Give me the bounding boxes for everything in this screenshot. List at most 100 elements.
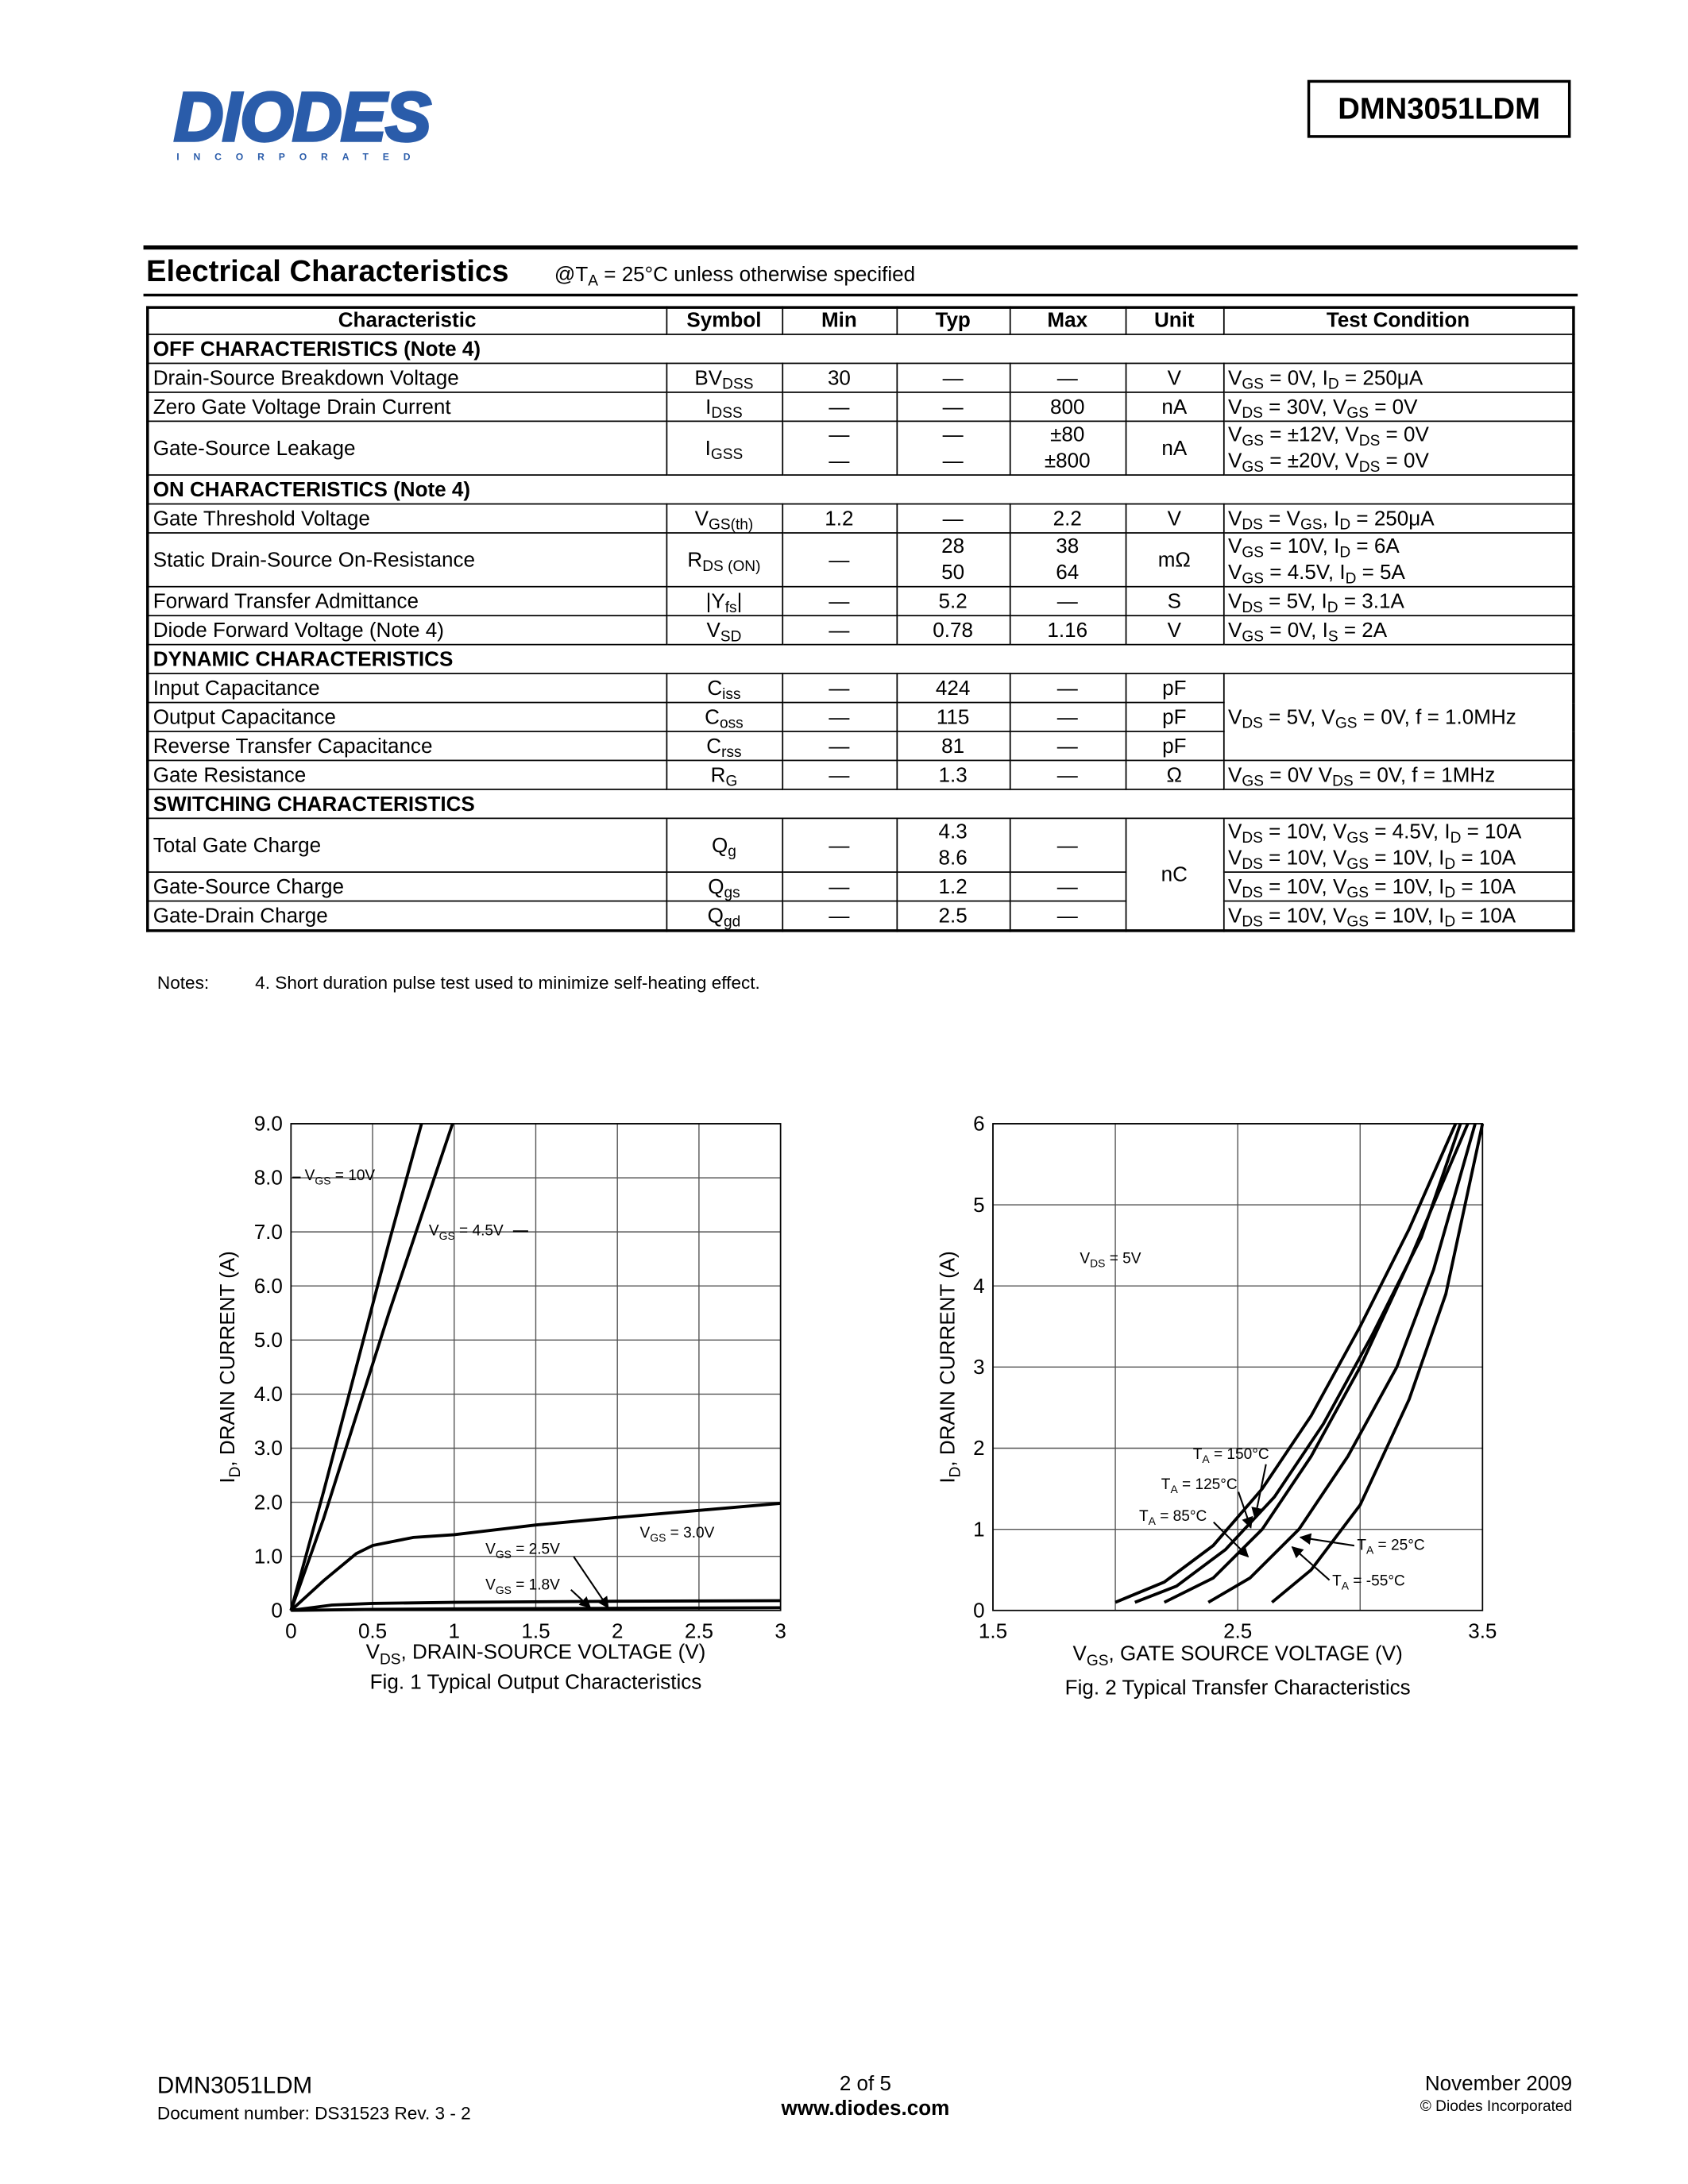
text: 81 [941, 734, 965, 758]
series-label: VGS = 10V [305, 1167, 376, 1187]
text: I [705, 395, 712, 419]
text-line: — [786, 448, 891, 474]
subscript: DS [1358, 433, 1381, 450]
label-pointer [570, 1588, 592, 1609]
text: BV [694, 365, 723, 390]
table-cell: — [895, 392, 1010, 423]
text: = 250μA [1338, 365, 1423, 390]
y-tick-label: 3 [973, 1355, 984, 1379]
text: — [829, 874, 850, 899]
subscript: D [1444, 913, 1456, 931]
text: — [942, 507, 964, 531]
logo-text: DIODES [174, 83, 431, 156]
text: — [1056, 904, 1078, 928]
text: = -55°C [1349, 1573, 1405, 1590]
series-label: TA = 25°C [1357, 1537, 1425, 1556]
subscript: GS [1346, 404, 1369, 422]
text: pF [1162, 676, 1187, 700]
text: Q [708, 874, 724, 899]
subscript: DS [1242, 404, 1263, 422]
table-cell: Total Gate Charge [146, 817, 667, 873]
table-cell: Gate Resistance [146, 759, 667, 790]
section-cell: SWITCHING CHARACTERISTICS [146, 789, 1574, 820]
subscript: GS [1346, 913, 1369, 931]
text: , DRAIN CURRENT (A) [215, 1251, 239, 1466]
text: V [1228, 423, 1242, 447]
subscript: fs [724, 599, 737, 616]
text: = 4.5V, I [1369, 820, 1450, 844]
text: 800 [1050, 395, 1085, 419]
notes-label: Notes: [156, 971, 210, 993]
subscript: DS [380, 1651, 401, 1668]
y-tick-label: 7.0 [254, 1220, 283, 1244]
y-axis-label: ID, DRAIN CURRENT (A) [935, 1251, 964, 1483]
subscript: DS [1242, 884, 1263, 901]
table-cell: Static Drain-Source On-Resistance [146, 532, 667, 588]
subscript: oss [720, 715, 744, 732]
series-line [291, 1599, 781, 1612]
text: = 4.5V [455, 1223, 504, 1240]
table-cell: — [781, 532, 898, 588]
text: Reverse Transfer Capacitance [153, 734, 433, 758]
label-pointer [1299, 1533, 1355, 1547]
text: T [1357, 1537, 1366, 1553]
subscript: A [588, 272, 599, 290]
table-cell: — [1008, 673, 1126, 704]
text: Q [707, 904, 724, 928]
table-row: Input Capacitance Ciss — 424 — pF VDS = 5V, VG… [146, 673, 1574, 762]
text: nC [1161, 862, 1188, 886]
text: — [829, 705, 850, 729]
text: = 5V [1105, 1250, 1141, 1267]
text: = 30V, V [1262, 395, 1347, 419]
text: = 5V, I [1262, 589, 1327, 613]
table-cell: VGS = 0V VDS = 0V, f = 1MHz [1223, 759, 1574, 790]
text: 424 [935, 676, 971, 700]
text: V [694, 507, 709, 531]
text: = ±20V, V [1264, 449, 1359, 473]
logo: DIODES INCORPORATED [172, 83, 433, 162]
table-row: Zero Gate Voltage Drain Current IDSS — — 800… [146, 392, 1574, 423]
table-cell: IDSS [665, 392, 783, 423]
text: = 125°C [1178, 1476, 1238, 1493]
table-cell: V [1124, 615, 1224, 646]
y-tick-label: 5 [973, 1193, 984, 1217]
text: — [1056, 589, 1078, 613]
text: = ±12V, V [1264, 423, 1359, 447]
text: — [829, 734, 850, 758]
text: 30 [827, 365, 851, 390]
table-cell: ±80 ±800 [1008, 420, 1126, 476]
subscript: GS [496, 1548, 512, 1561]
y-tick-label: 4.0 [254, 1382, 283, 1406]
subscript: GS [1242, 544, 1265, 561]
y-tick-label: 9.0 [254, 1112, 283, 1136]
text: C [706, 734, 722, 758]
subscript: GS [1242, 773, 1265, 789]
table-cell: 0.78 [895, 615, 1010, 646]
subscript: D [1444, 856, 1456, 873]
text-line: — [902, 422, 1005, 448]
table-row: Forward Transfer Admittance |Yfs| —5.2— S VD… [146, 585, 1574, 617]
text: V [1228, 449, 1242, 473]
text: = 10A [1455, 874, 1516, 899]
table-cell: 81 [895, 731, 1010, 762]
text: — [829, 618, 850, 642]
header-row: Characteristic Symbol Min Typ Max Unit Test Co… [146, 307, 1574, 335]
y-tick-label: 4 [973, 1274, 984, 1298]
series-label: TA = -55°C [1332, 1573, 1405, 1592]
text: — [1056, 762, 1078, 787]
table-row: Drain-Source Breakdown Voltage BVDSS 30 — — V… [146, 362, 1574, 393]
table-cell: 38 64 [1008, 532, 1126, 588]
table-cell: Reverse Transfer Capacitance [146, 731, 667, 762]
table-cell: — [1008, 817, 1126, 873]
series-line [290, 1502, 781, 1612]
series-label: VGS = 3.0V [640, 1525, 715, 1544]
notes-text: 4. Short duration pulse test used to min… [255, 971, 760, 993]
table-cell: 1.3 [895, 759, 1010, 790]
text: = 0V, I [1264, 618, 1328, 642]
subscript: D [1444, 884, 1456, 901]
text: = 5A [1356, 561, 1405, 585]
subscript: GS [650, 1531, 666, 1544]
subscript: D [1327, 599, 1338, 616]
subscript: GS [1242, 433, 1265, 450]
text: V [1228, 395, 1242, 419]
